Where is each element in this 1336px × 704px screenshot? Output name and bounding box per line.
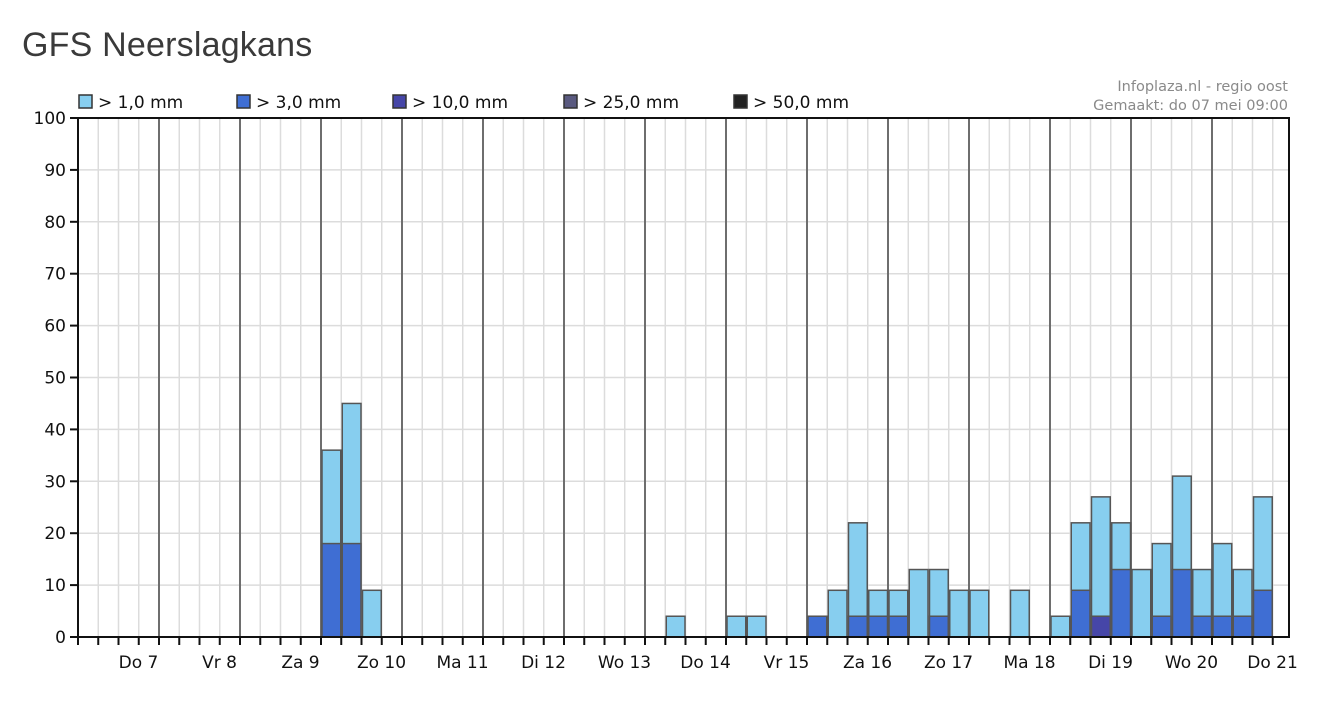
bar-gt1 xyxy=(1050,615,1071,638)
y-tick-label: 90 xyxy=(44,161,66,181)
legend-label: > 3,0 mm xyxy=(256,93,341,113)
y-tick-label: 70 xyxy=(44,265,66,285)
legend-swatch-gt3 xyxy=(236,94,251,109)
bar-gt3 xyxy=(928,615,949,638)
legend-label: > 25,0 mm xyxy=(583,93,679,113)
x-day-label: Vr 8 xyxy=(202,653,237,673)
y-tick-label: 10 xyxy=(44,576,66,596)
bar-gt1 xyxy=(1131,568,1152,638)
x-day-label: Za 16 xyxy=(843,653,892,673)
bar-gt1 xyxy=(726,615,747,638)
x-day-label: Wo 20 xyxy=(1165,653,1218,673)
legend: > 1,0 mm > 3,0 mm > 10,0 mm > 25,0 mm > 50,0… xyxy=(78,93,849,113)
bar-gt3 xyxy=(1171,568,1192,638)
bar-gt3 xyxy=(321,542,342,638)
legend-label: > 50,0 mm xyxy=(753,93,849,113)
bar-gt3 xyxy=(1212,615,1233,638)
x-day-label: Wo 13 xyxy=(598,653,651,673)
legend-label: > 10,0 mm xyxy=(412,93,508,113)
bar-gt3 xyxy=(888,615,909,638)
legend-swatch-gt1 xyxy=(78,94,93,109)
y-tick-label: 0 xyxy=(55,628,66,648)
x-day-label: Za 9 xyxy=(281,653,319,673)
bar-gt1 xyxy=(746,615,767,638)
x-day-label: Do 14 xyxy=(680,653,731,673)
created-label: Gemaakt: do 07 mei 09:00 xyxy=(1093,98,1288,114)
y-tick-label: 60 xyxy=(44,317,66,337)
bar-gt3 xyxy=(1232,615,1253,638)
x-day-label: Ma 18 xyxy=(1003,653,1055,673)
page-title: GFS Neerslagkans xyxy=(22,26,313,64)
bar-gt3 xyxy=(341,542,362,638)
y-tick-label: 40 xyxy=(44,420,66,440)
x-day-label: Do 7 xyxy=(119,653,159,673)
bar-gt1 xyxy=(1009,589,1030,638)
bar-gt1 xyxy=(665,615,686,638)
bar-gt3 xyxy=(847,615,868,638)
legend-swatch-gt10 xyxy=(392,94,407,109)
x-day-label: Zo 17 xyxy=(924,653,973,673)
bars xyxy=(321,402,1273,638)
x-day-label: Di 12 xyxy=(521,653,566,673)
x-day-label: Ma 11 xyxy=(436,653,488,673)
bar-gt3 xyxy=(868,615,889,638)
legend-swatch-gt25 xyxy=(563,94,578,109)
bar-gt1 xyxy=(949,589,970,638)
legend-label: > 1,0 mm xyxy=(98,93,183,113)
x-day-label: Zo 10 xyxy=(357,653,406,673)
bar-gt1 xyxy=(969,589,990,638)
y-tick-label: 80 xyxy=(44,213,66,233)
bar-gt3 xyxy=(1070,589,1091,638)
x-day-label: Di 19 xyxy=(1088,653,1133,673)
legend-swatch-gt50 xyxy=(733,94,748,109)
bar-gt3 xyxy=(807,615,828,638)
y-tick-label: 100 xyxy=(34,109,66,129)
axes: 0 10 20 30 40 50 60 70 80 90 100 Do 7 Vr 8 Za 9 Zo 10 M… xyxy=(34,109,1298,673)
bar-gt10 xyxy=(1090,615,1111,638)
y-tick-label: 30 xyxy=(44,472,66,492)
y-tick-label: 20 xyxy=(44,524,66,544)
bar-gt3 xyxy=(1192,615,1213,638)
bar-gt3 xyxy=(1111,568,1132,638)
x-day-label: Do 21 xyxy=(1247,653,1298,673)
bar-gt3 xyxy=(1252,589,1273,638)
source-label: Infoplaza.nl - regio oost xyxy=(1117,79,1288,95)
bar-gt3 xyxy=(1151,615,1172,638)
bar-gt1 xyxy=(827,589,848,638)
bar-gt1 xyxy=(361,589,382,638)
bar-gt1 xyxy=(908,568,929,638)
x-day-label: Vr 15 xyxy=(764,653,810,673)
y-tick-label: 50 xyxy=(44,369,66,389)
